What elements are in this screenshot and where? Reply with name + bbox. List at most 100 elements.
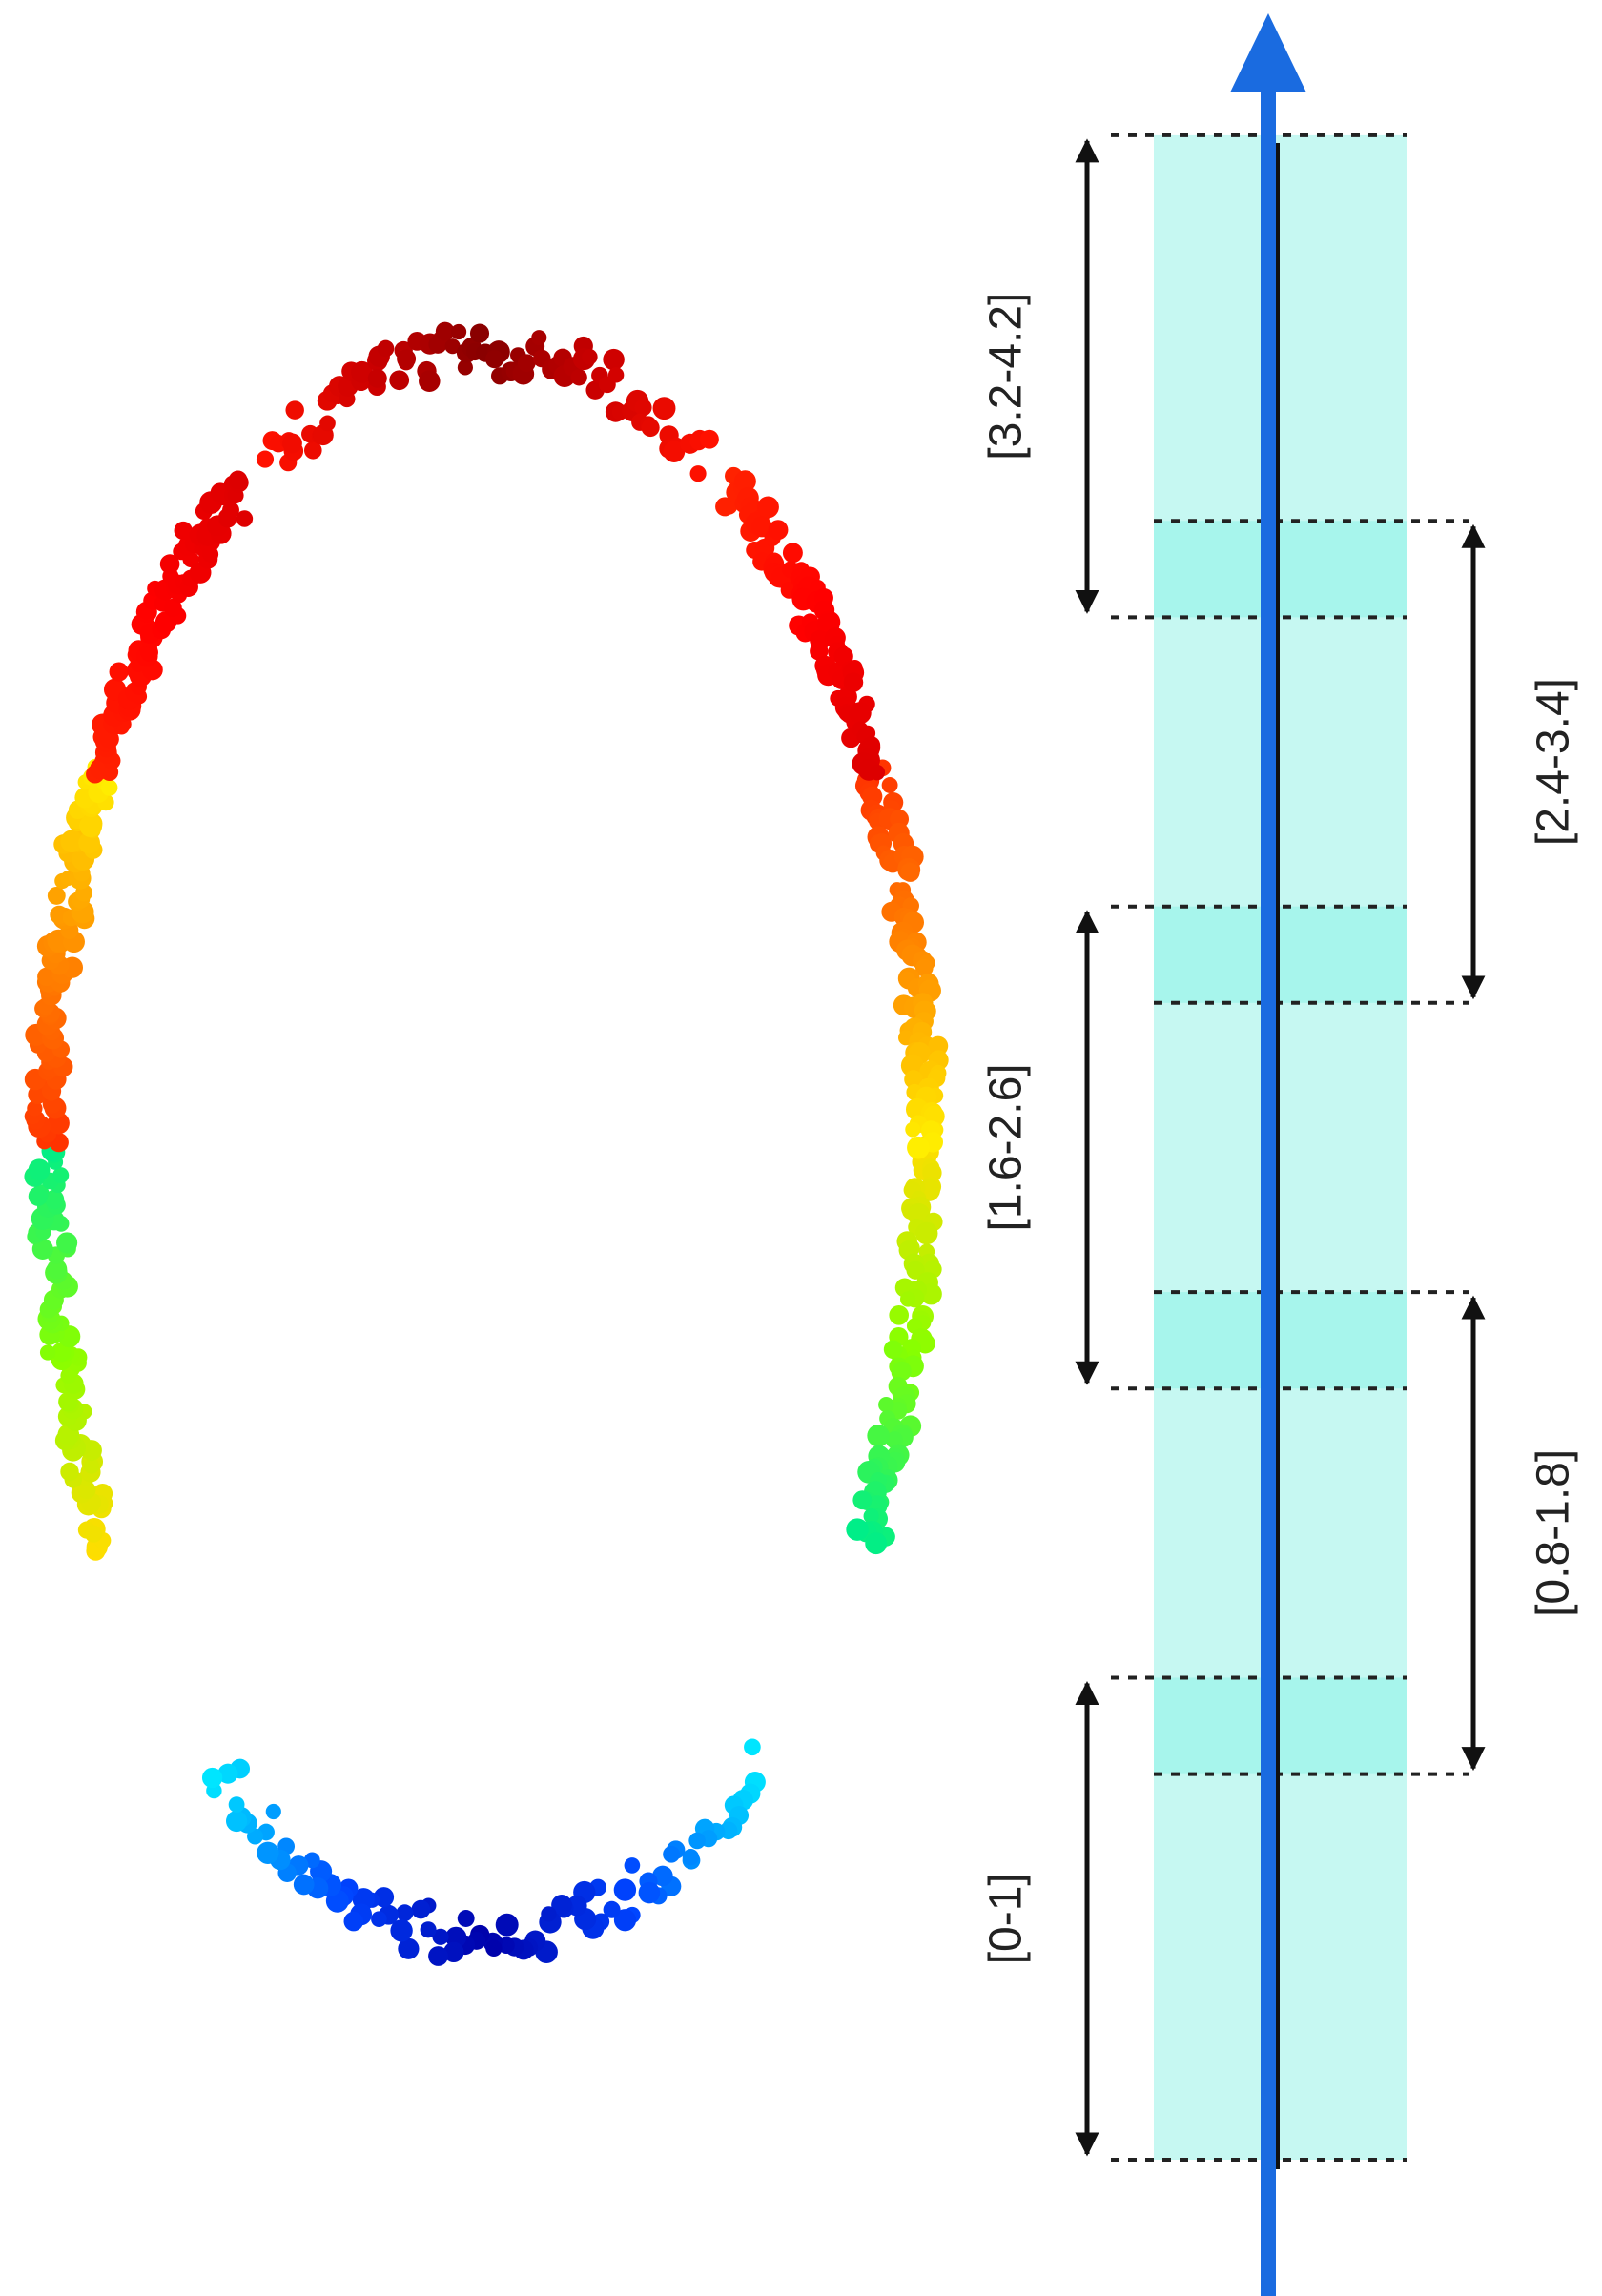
overlap-band-1 (1154, 1292, 1407, 1389)
point (852, 1490, 873, 1510)
interval-arrows (1075, 138, 1486, 2157)
point (867, 1424, 890, 1447)
interval-boundaries (1111, 133, 1468, 2162)
point (77, 1480, 96, 1500)
point (174, 521, 193, 541)
point (905, 1121, 921, 1138)
point (889, 1304, 910, 1325)
point (517, 354, 536, 373)
point (733, 470, 756, 493)
point (904, 1070, 923, 1089)
point (37, 967, 56, 987)
point (265, 1803, 281, 1820)
point (228, 1796, 245, 1814)
point (222, 501, 239, 519)
point (396, 1904, 414, 1922)
point (582, 349, 598, 365)
point-cloud (24, 321, 949, 1966)
point (56, 1232, 78, 1254)
point (715, 497, 735, 517)
point (201, 1767, 223, 1789)
point (928, 1035, 949, 1056)
axis-arrowhead (1230, 13, 1306, 92)
point (900, 862, 920, 882)
cluster-middle-right (854, 759, 949, 1159)
point (109, 662, 129, 682)
point (377, 339, 395, 358)
point (293, 1874, 315, 1896)
interval-bands (1154, 134, 1407, 2160)
interval-label-3: [2.4-3.4] (1529, 678, 1579, 846)
point (744, 1738, 761, 1756)
point (444, 338, 461, 355)
point (256, 450, 275, 468)
point (159, 554, 180, 574)
point (849, 702, 872, 725)
point (398, 1937, 420, 1959)
point (163, 598, 182, 618)
point (44, 1189, 65, 1210)
interval-label-2: [1.6-2.6] (981, 1063, 1032, 1231)
point (603, 1900, 621, 1918)
point (570, 369, 587, 386)
point (485, 1939, 503, 1958)
point (432, 1928, 449, 1945)
point (435, 321, 455, 341)
point (28, 1158, 51, 1181)
point (52, 1167, 70, 1184)
point (282, 433, 302, 454)
point (390, 1919, 413, 1942)
point (892, 1361, 912, 1382)
point (419, 370, 441, 392)
point (60, 1462, 79, 1482)
point (757, 496, 779, 519)
overlap-band-0 (1154, 1677, 1407, 1774)
point (613, 1878, 637, 1901)
point (865, 1532, 888, 1555)
point (319, 415, 336, 432)
point (84, 1525, 103, 1543)
point (485, 350, 504, 369)
point (285, 400, 304, 420)
point (397, 349, 417, 369)
cluster-lower-left (24, 1132, 113, 1561)
point (469, 323, 490, 343)
point (883, 1340, 903, 1360)
point (39, 1344, 56, 1361)
point (411, 1899, 431, 1919)
point (457, 359, 473, 376)
point (900, 1291, 916, 1307)
point (907, 1136, 930, 1159)
point (863, 1508, 879, 1525)
cluster-upper-right (715, 466, 886, 781)
point (47, 886, 66, 905)
point (225, 1810, 248, 1833)
point (28, 1186, 49, 1206)
point (217, 1763, 238, 1784)
point (371, 1911, 387, 1928)
point (47, 1259, 68, 1280)
point (84, 1458, 100, 1474)
point (915, 958, 934, 977)
point (79, 814, 103, 838)
point (682, 1849, 700, 1866)
interval-labels: [0-1] [0.8-1.8] [1.6-2.6] [2.4-3.4] [3.2-4.2… (981, 293, 1579, 1965)
point (663, 1845, 681, 1863)
point (768, 520, 789, 541)
point (351, 360, 374, 383)
cluster-bottom-arc (201, 1738, 766, 1966)
point (343, 1911, 364, 1932)
point (881, 777, 898, 793)
point (607, 367, 625, 383)
interval-label-0: [0-1] (981, 1873, 1032, 1964)
point (624, 1857, 641, 1874)
point (613, 1909, 637, 1932)
point (782, 543, 803, 564)
overlap-band-2 (1154, 906, 1407, 1003)
point (100, 779, 118, 796)
interval-label-4: [3.2-4.2] (981, 293, 1032, 461)
point (906, 1261, 925, 1280)
point (367, 368, 387, 388)
point (257, 1841, 279, 1864)
point (551, 1895, 572, 1916)
